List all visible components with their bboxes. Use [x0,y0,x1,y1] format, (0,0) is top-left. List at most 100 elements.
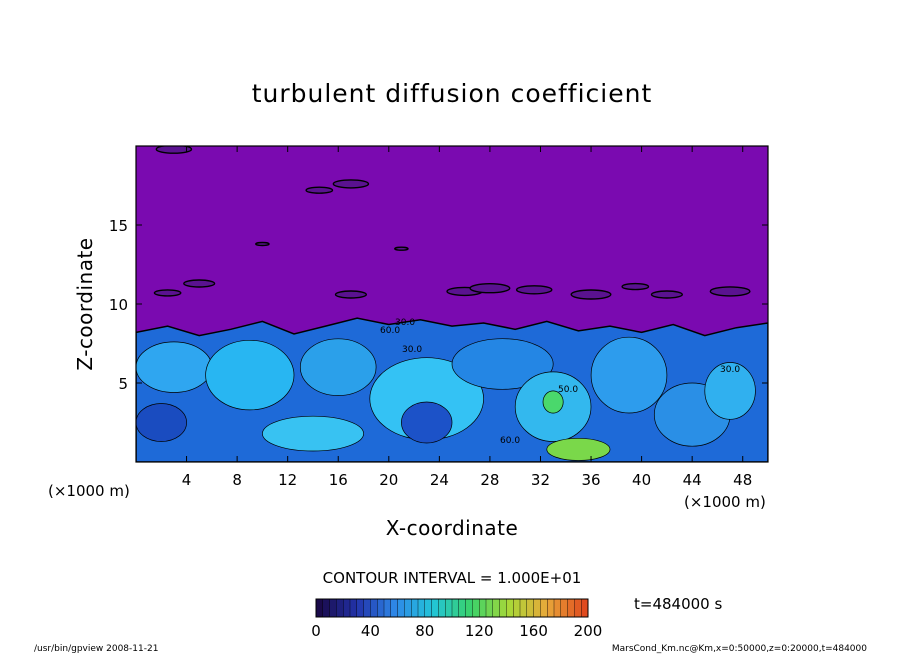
colorbar-frame [315,598,589,618]
cloud-blob [305,186,334,194]
colorbar-segment [465,598,473,618]
x-tick-label: 36 [581,471,600,489]
y-axis-unit: (×1000 m) [48,482,130,500]
colorbar-segment [567,598,575,618]
colorbar-segment [574,598,582,618]
colorbar-segment [411,598,419,618]
contour-label: 30.0 [720,365,740,375]
cloud-blob [183,279,216,288]
cloud-contours [153,146,751,300]
colorbar-segment [322,598,331,618]
colorbar-segment [540,598,548,618]
colorbar-segment [445,598,453,618]
colorbar-segment [431,598,439,618]
colorbar-segment [499,598,507,618]
colorbar-segment [533,598,541,618]
cloud-blob [394,246,409,251]
colorbar-segment [479,598,487,618]
colorbar-segment [343,598,351,618]
field-band [262,415,364,452]
colorbar-segment [363,598,371,618]
contour-label: 60.0 [500,436,520,446]
heatmap-field [136,146,768,462]
contour-label: 50.0 [558,385,578,395]
chart-title: turbulent diffusion coefficient [252,79,653,108]
colorbar-tick-label: 120 [465,622,494,640]
colorbar-segment [336,598,344,618]
x-axis-unit: (×1000 m) [684,493,766,511]
x-tick-label: 28 [480,471,499,489]
x-tick-label: 44 [683,471,702,489]
turbulent-layer [136,317,768,462]
colorbar-segment [581,598,589,618]
x-tick-label: 48 [733,471,752,489]
cloud-blob [334,290,367,299]
colorbar-segment [472,598,480,618]
y-axis-label: Z-coordinate [73,237,97,370]
colorbar-segment [451,598,460,618]
colorbar-tick-label: 0 [311,622,321,640]
field-band [451,338,554,390]
footer-program: /usr/bin/gpview 2008-11-21 [34,644,158,654]
x-axis-label: X-coordinate [386,516,519,540]
cloud-blob [709,286,751,297]
field-band [205,339,295,411]
colorbar-segment [383,598,392,618]
colorbar-segment [356,598,365,618]
colorbar-tick-label: 40 [361,622,380,640]
field-band [299,338,377,396]
field-band [136,403,187,442]
colorbar-segment [349,598,358,618]
colorbar-segment [404,598,412,618]
colorbar-segment [560,598,569,618]
colorbar-segment [417,598,426,618]
contour-label: 30.0 [395,318,415,328]
colorbar [315,598,589,618]
colorbar-segment [397,598,405,618]
x-tick-label: 12 [278,471,297,489]
colorbar-segment [513,598,521,618]
cloud-blob [570,289,612,300]
cloud-blob [332,179,370,189]
colorbar-tick-label: 160 [519,622,548,640]
cloud-blob [621,282,650,291]
contour-interval-label: CONTOUR INTERVAL = 1.000E+01 [323,569,582,587]
x-tick-label: 8 [232,471,242,489]
colorbar-segment [390,598,399,618]
x-axis-ticks: 4 8 12 16 20 24 28 32 36 40 44 48 [182,146,752,489]
x-tick-label: 24 [430,471,449,489]
footer-source: MarsCond_Km.nc@Km,x=0:50000,z=0:20000,t=… [612,644,867,654]
field-band [136,341,213,393]
y-tick-label: 5 [118,375,128,393]
field-band [546,437,611,461]
colorbar-segment [458,598,467,618]
field-band [401,401,453,444]
x-tick-label: 32 [531,471,550,489]
colorbar-segment [315,598,324,618]
colorbar-segment [377,598,385,618]
x-tick-label: 20 [379,471,398,489]
time-label: t=484000 s [634,595,722,613]
field-band [704,362,756,420]
colorbar-segment [492,598,501,618]
cloud-blob [153,289,182,297]
contour-label: 60.0 [380,326,400,336]
colorbar-segment [424,598,433,618]
colorbar-segment [438,598,446,618]
cloud-blob [469,283,511,294]
field-band [542,390,564,414]
x-tick-label: 40 [632,471,651,489]
cloud-blob [650,290,683,299]
x-tick-label: 16 [329,471,348,489]
cloud-blob [515,285,553,295]
colorbar-segment [370,598,378,618]
cloud-blob [255,241,270,247]
x-tick-label: 4 [182,471,192,489]
colorbar-segment [485,598,494,618]
colorbar-segment [553,598,562,618]
colorbar-segment [519,598,528,618]
y-axis-ticks: 5 10 15 [109,217,768,393]
contour-label: 30.0 [402,345,422,355]
